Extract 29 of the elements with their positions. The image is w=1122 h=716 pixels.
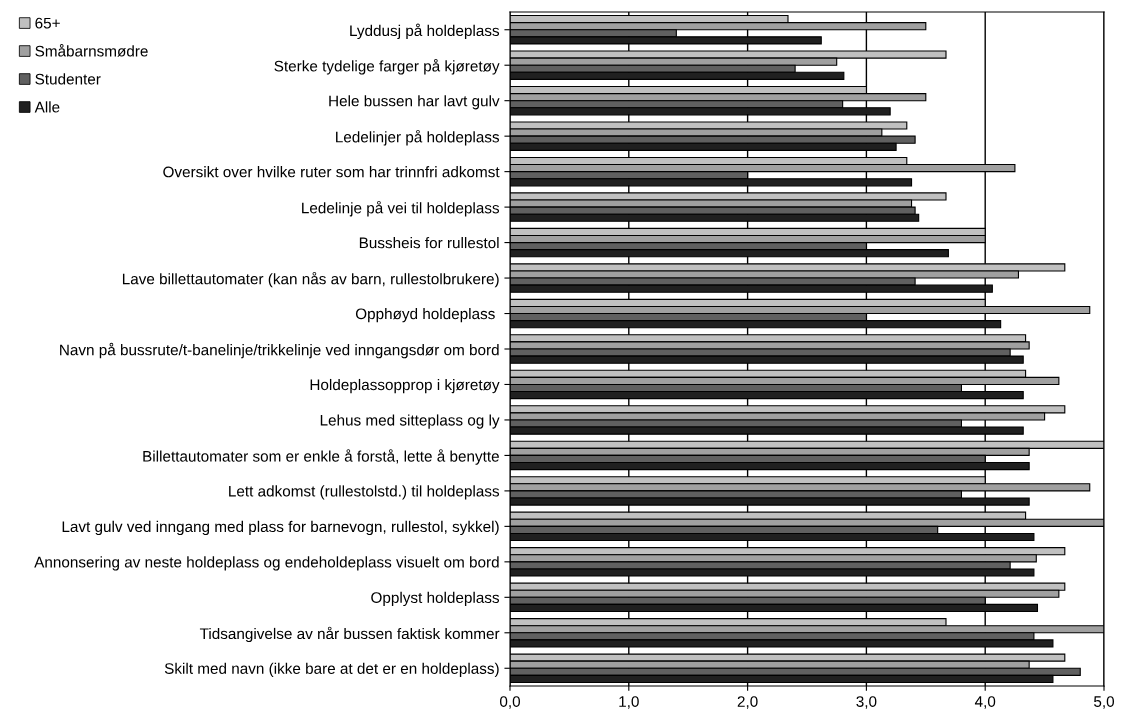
x-tick-label: 2,0 [737,696,758,709]
legend-label: Småbarnsmødre [35,44,148,57]
y-tick-label: Lehus med sitteplass og ly [320,414,500,429]
legend-label: Alle [34,101,60,113]
y-tick-label: Sterke tydelige farger på kjøretøy [274,59,500,75]
y-tick-label: Skilt med navn (ikke bare at det er en holdeplass) [164,662,499,677]
y-tick-label: Holdeplassopprop i kjøretøy [310,378,500,394]
x-tick-label: 0,0 [499,696,521,709]
y-tick-label: Opplyst holdeplass [371,591,500,607]
y-tick-label: Ledelinje på vei til holdeplass [302,200,500,217]
y-tick-label: Bussheis for rullestol [359,237,499,249]
y-tick-label: Annonsering av neste holdeplass og endeholdeplass visuelt om bord [34,556,499,571]
y-tick-label: Navn på bussrute/t-banelinje/trikkelinje ved inngangsdør om bord [60,342,499,359]
y-tick-label: Lavt gulv ved inngang med plass for barnevogn, rullestol, sykkel) [62,520,499,536]
x-tick-label: 4,0 [974,696,996,709]
y-tick-label: Opphøyd holdeplass [355,307,495,323]
y-tick-label: Tidsangivelse av når bussen faktisk kommer [199,626,500,643]
y-tick-label: Ledelinjer på holdeplass [336,130,500,146]
legend-label: 65+ [35,17,60,29]
y-tick-label: Hele bussen har lavt gulv [329,95,500,110]
legend-label: Studenter [35,73,101,85]
y-tick-label: Billettautomater som er enkle å forstå, lette å benytte [143,449,499,465]
x-tick-label: 1,0 [619,696,639,709]
y-tick-label: Lett adkomst (rullestolstd.) til holdeplass [229,485,500,500]
x-tick-label: 5,0 [1093,696,1115,709]
y-tick-label: Lave billettautomater (kan nås av barn, rullestolbrukere) [122,271,499,288]
x-tick-label: 3,0 [856,696,877,709]
y-tick-label: Lyddusj på holdeplass [350,23,500,40]
y-tick-label: Oversikt over hvilke ruter som har trinnfri adkomst [163,166,500,178]
